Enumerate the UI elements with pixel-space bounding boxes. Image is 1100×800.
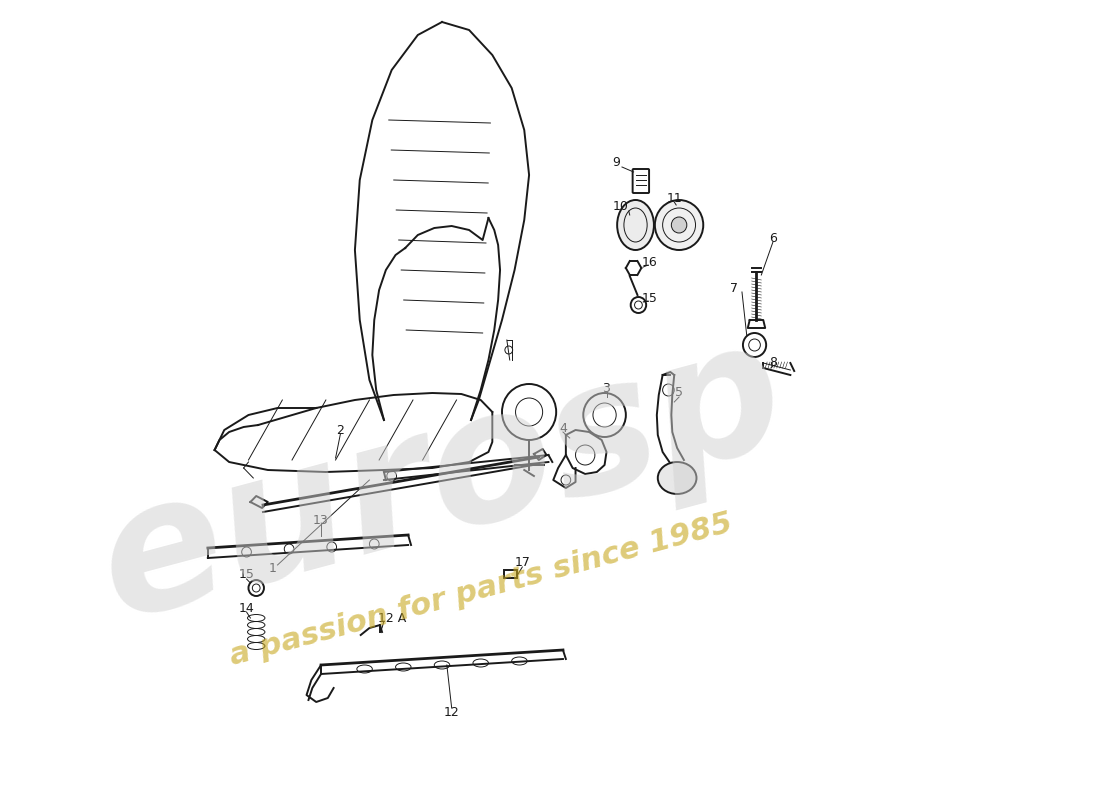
Text: 12: 12 [443, 706, 460, 718]
Text: 4: 4 [559, 422, 566, 434]
Text: 1: 1 [268, 562, 276, 574]
Circle shape [654, 200, 703, 250]
Text: 13: 13 [314, 514, 329, 526]
Text: 9: 9 [613, 157, 620, 170]
Text: 16: 16 [642, 255, 658, 269]
Circle shape [671, 217, 686, 233]
Text: a passion for parts since 1985: a passion for parts since 1985 [227, 509, 735, 671]
Text: eurosp: eurosp [81, 304, 803, 656]
Ellipse shape [617, 200, 653, 250]
Text: 15: 15 [239, 569, 254, 582]
Ellipse shape [658, 462, 696, 494]
Text: 14: 14 [239, 602, 254, 614]
Text: 3: 3 [603, 382, 611, 394]
Text: 2: 2 [337, 423, 344, 437]
Text: 8: 8 [769, 355, 777, 369]
Text: 6: 6 [769, 231, 777, 245]
Text: 15: 15 [642, 291, 658, 305]
Text: 10: 10 [613, 201, 629, 214]
Text: 17: 17 [515, 557, 530, 570]
Text: 12 A: 12 A [377, 611, 406, 625]
Text: 11: 11 [667, 191, 682, 205]
Text: 7: 7 [730, 282, 738, 294]
Text: 5: 5 [675, 386, 683, 399]
